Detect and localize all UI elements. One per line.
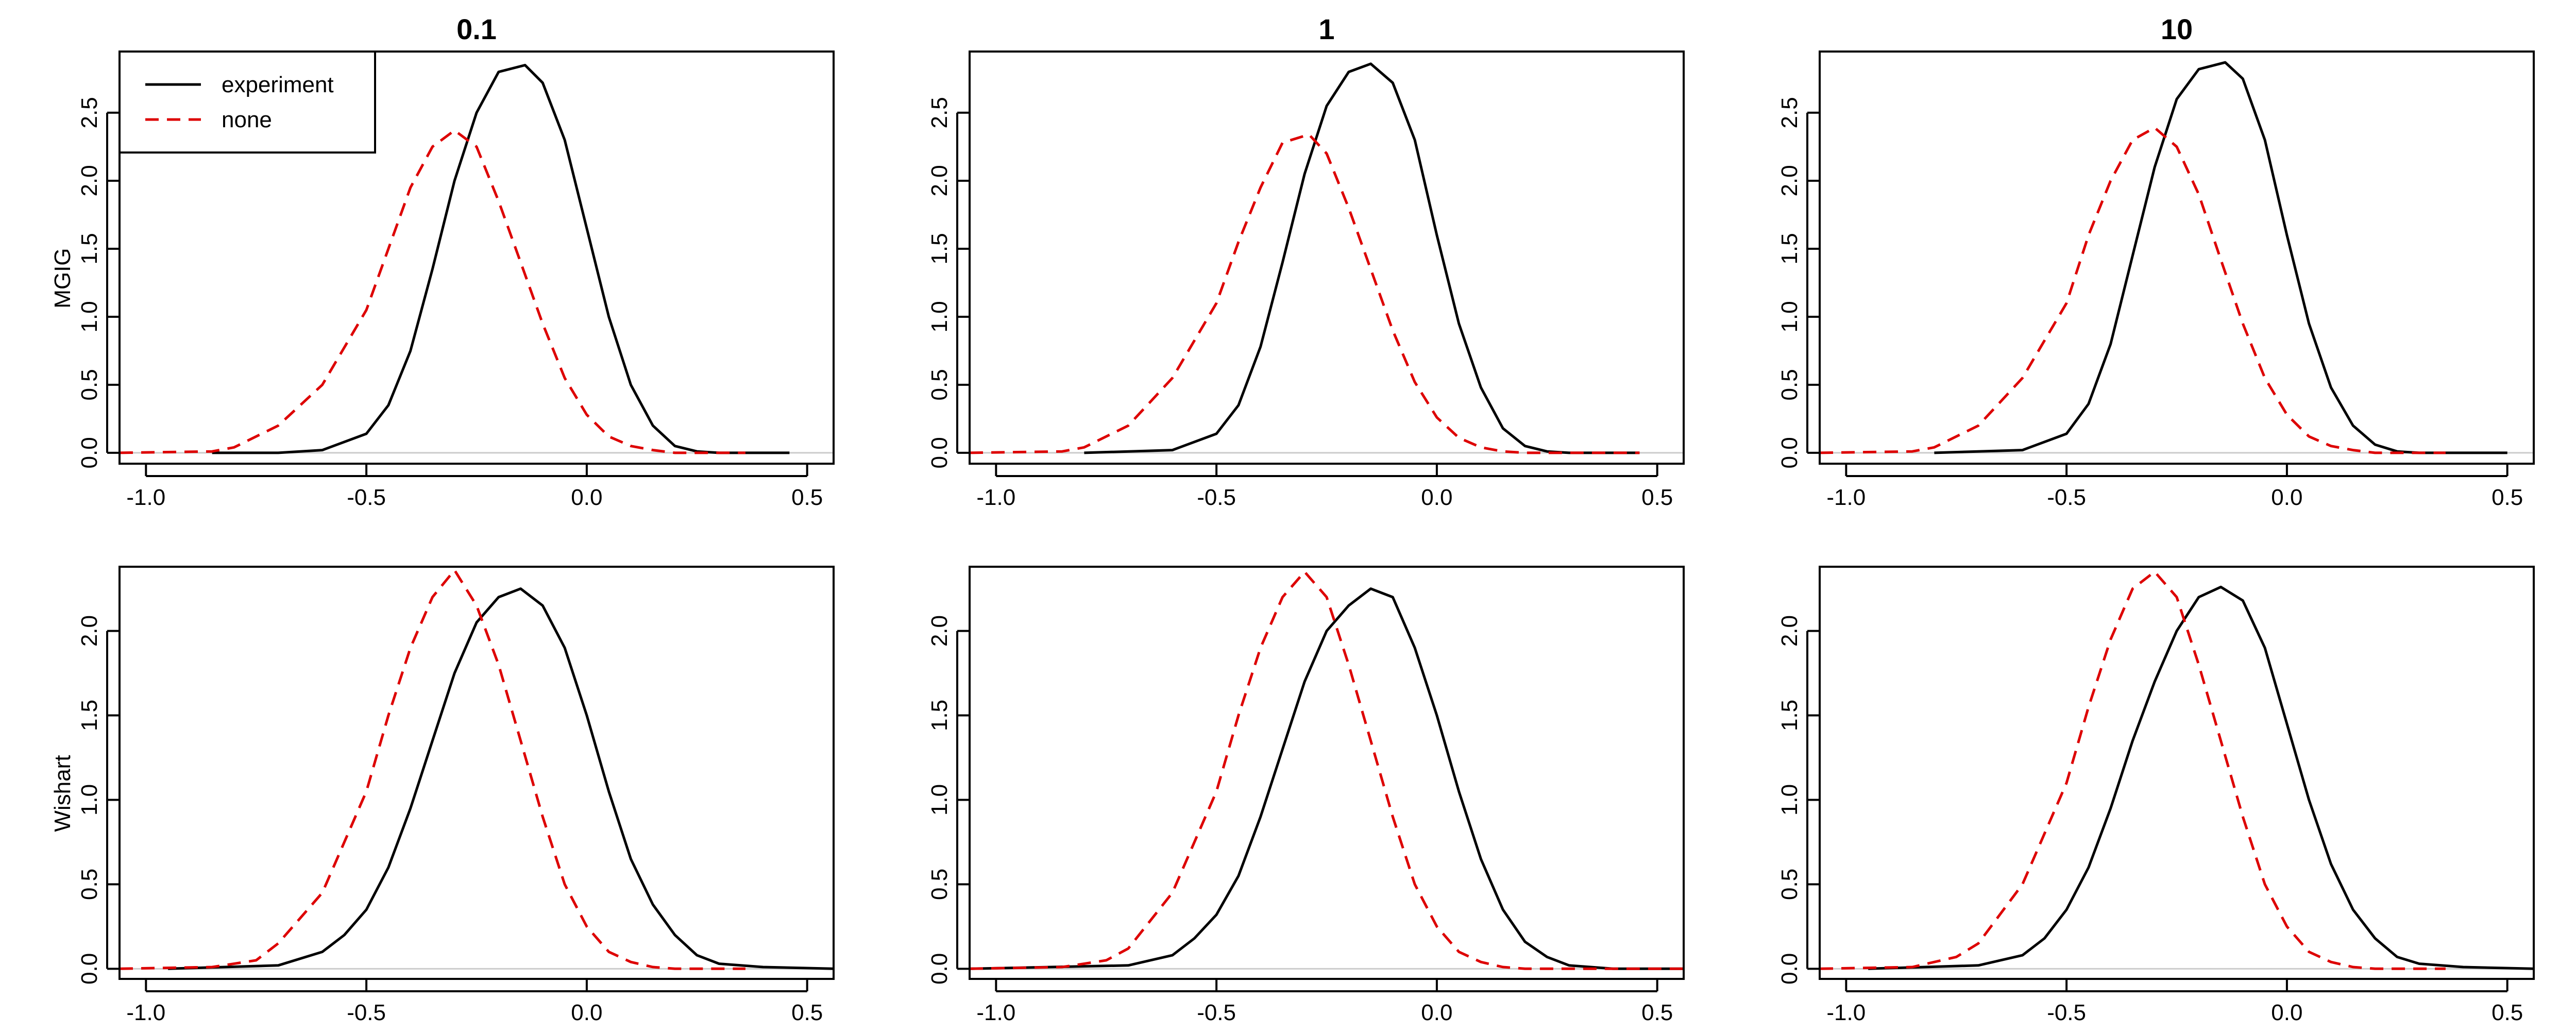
panel-frame: [118, 566, 835, 980]
x-tick-label: 0.5: [2492, 1000, 2523, 1025]
panel-frame: [1819, 566, 2535, 980]
y-tick-label: 0.5: [927, 369, 952, 400]
x-tick-label: -0.5: [347, 1000, 386, 1025]
x-tick-label: 0.5: [2492, 485, 2523, 510]
column-title: 0.1: [456, 13, 497, 45]
y-tick-label: 2.0: [77, 165, 102, 196]
panel-r0-c2: -1.0 -0.5 0.0 0.5 0.0 0.5 1.0 1.5 2.0 2.5 10: [1777, 13, 2535, 510]
y-tick-label: 1.0: [927, 784, 952, 816]
x-tick-label: -1.0: [1826, 485, 1866, 510]
y-tick-label: 1.0: [1777, 301, 1802, 332]
y-tick-label: 1.5: [77, 700, 102, 731]
y-tick-label: 0.5: [77, 369, 102, 400]
panel-r1-c1: -1.0 -0.5 0.0 0.5 0.0 0.5 1.0 1.5 2.0: [927, 566, 1685, 1025]
y-tick-label: 2.5: [1777, 97, 1802, 128]
x-tick-label: -1.0: [126, 485, 165, 510]
legend: experiment none: [118, 50, 376, 154]
legend-label: experiment: [222, 72, 334, 97]
panel-frame: [118, 50, 835, 465]
panel-frame: [1819, 50, 2535, 465]
x-tick-label: -0.5: [2047, 485, 2086, 510]
x-tick-label: -1.0: [126, 1000, 165, 1025]
series-experiment-line: [969, 587, 1684, 970]
y-tick-label: 0.5: [1777, 869, 1802, 900]
y-tick-label: 0.0: [1777, 437, 1802, 468]
legend-box: [118, 50, 376, 154]
legend-label: none: [222, 107, 272, 132]
series-experiment-line: [168, 587, 834, 970]
series-none-line: [1819, 570, 2446, 970]
panel-frame: [969, 50, 1685, 465]
y-tick-label: 0.0: [77, 953, 102, 985]
x-tick-label: 0.5: [791, 1000, 823, 1025]
y-tick-label: 1.0: [1777, 784, 1802, 816]
column-title: 1: [1318, 13, 1334, 45]
y-tick-label: 2.5: [927, 97, 952, 128]
x-tick-label: 0.0: [1421, 1000, 1452, 1025]
y-tick-label: 0.0: [927, 437, 952, 468]
y-tick-label: 2.0: [927, 615, 952, 647]
y-tick-label: 1.5: [927, 233, 952, 264]
series-none-line: [1819, 126, 2446, 454]
series-none-line: [969, 570, 1684, 970]
series-experiment-line: [1868, 585, 2534, 970]
row-label: MGIG: [50, 248, 75, 308]
column-title: 10: [2161, 13, 2193, 45]
series-experiment-line: [212, 63, 790, 454]
x-tick-label: 0.0: [571, 1000, 602, 1025]
y-tick-label: 0.0: [1777, 953, 1802, 985]
series-experiment-line: [1934, 61, 2507, 454]
x-tick-label: -0.5: [1197, 1000, 1236, 1025]
y-tick-label: 0.0: [77, 437, 102, 468]
x-tick-label: -1.0: [1826, 1000, 1866, 1025]
y-tick-label: 1.0: [77, 784, 102, 816]
y-tick-label: 1.5: [1777, 233, 1802, 264]
x-tick-label: -0.5: [1197, 485, 1236, 510]
y-tick-label: 0.0: [927, 953, 952, 985]
x-tick-label: -0.5: [2047, 1000, 2086, 1025]
panel-r0-c1: -1.0 -0.5 0.0 0.5 0.0 0.5 1.0 1.5 2.0 2.5 1: [927, 13, 1685, 510]
y-tick-label: 2.5: [77, 97, 102, 128]
y-tick-label: 0.5: [77, 869, 102, 900]
panel-frame: [969, 566, 1685, 980]
series-none-line: [119, 129, 745, 454]
y-tick-label: 2.0: [1777, 165, 1802, 196]
panel-r1-c0: -1.0 -0.5 0.0 0.5 0.0 0.5 1.0 1.5 2.0 Wishart: [50, 566, 835, 1025]
x-tick-label: 0.5: [1641, 1000, 1673, 1025]
x-tick-label: 0.0: [2271, 485, 2302, 510]
x-tick-label: 0.0: [1421, 485, 1452, 510]
y-tick-label: 2.0: [77, 615, 102, 647]
series-none-line: [969, 133, 1640, 454]
panel-r0-c0: -1.0 -0.5 0.0 0.5 0.0 0.5 1.0 1.5 2.0 2.5 0.1 MGIG e…: [50, 13, 835, 510]
y-tick-label: 2.0: [927, 165, 952, 196]
y-tick-label: 1.5: [1777, 700, 1802, 731]
x-tick-label: -0.5: [347, 485, 386, 510]
y-tick-label: 0.5: [927, 869, 952, 900]
row-label: Wishart: [50, 755, 75, 832]
x-tick-label: -1.0: [976, 1000, 1015, 1025]
x-tick-label: 0.5: [1641, 485, 1673, 510]
y-tick-label: 0.5: [1777, 369, 1802, 400]
x-tick-label: 0.0: [2271, 1000, 2302, 1025]
series-experiment-line: [1084, 62, 1640, 454]
x-tick-label: 0.0: [571, 485, 602, 510]
y-tick-label: 2.0: [1777, 615, 1802, 647]
series-none-line: [119, 569, 745, 970]
x-tick-label: 0.5: [791, 485, 823, 510]
y-tick-label: 1.5: [927, 700, 952, 731]
panel-r1-c2: -1.0 -0.5 0.0 0.5 0.0 0.5 1.0 1.5 2.0: [1777, 566, 2535, 1025]
x-tick-label: -1.0: [976, 485, 1015, 510]
y-tick-label: 1.0: [77, 301, 102, 332]
y-tick-label: 1.0: [927, 301, 952, 332]
y-tick-label: 1.5: [77, 233, 102, 264]
